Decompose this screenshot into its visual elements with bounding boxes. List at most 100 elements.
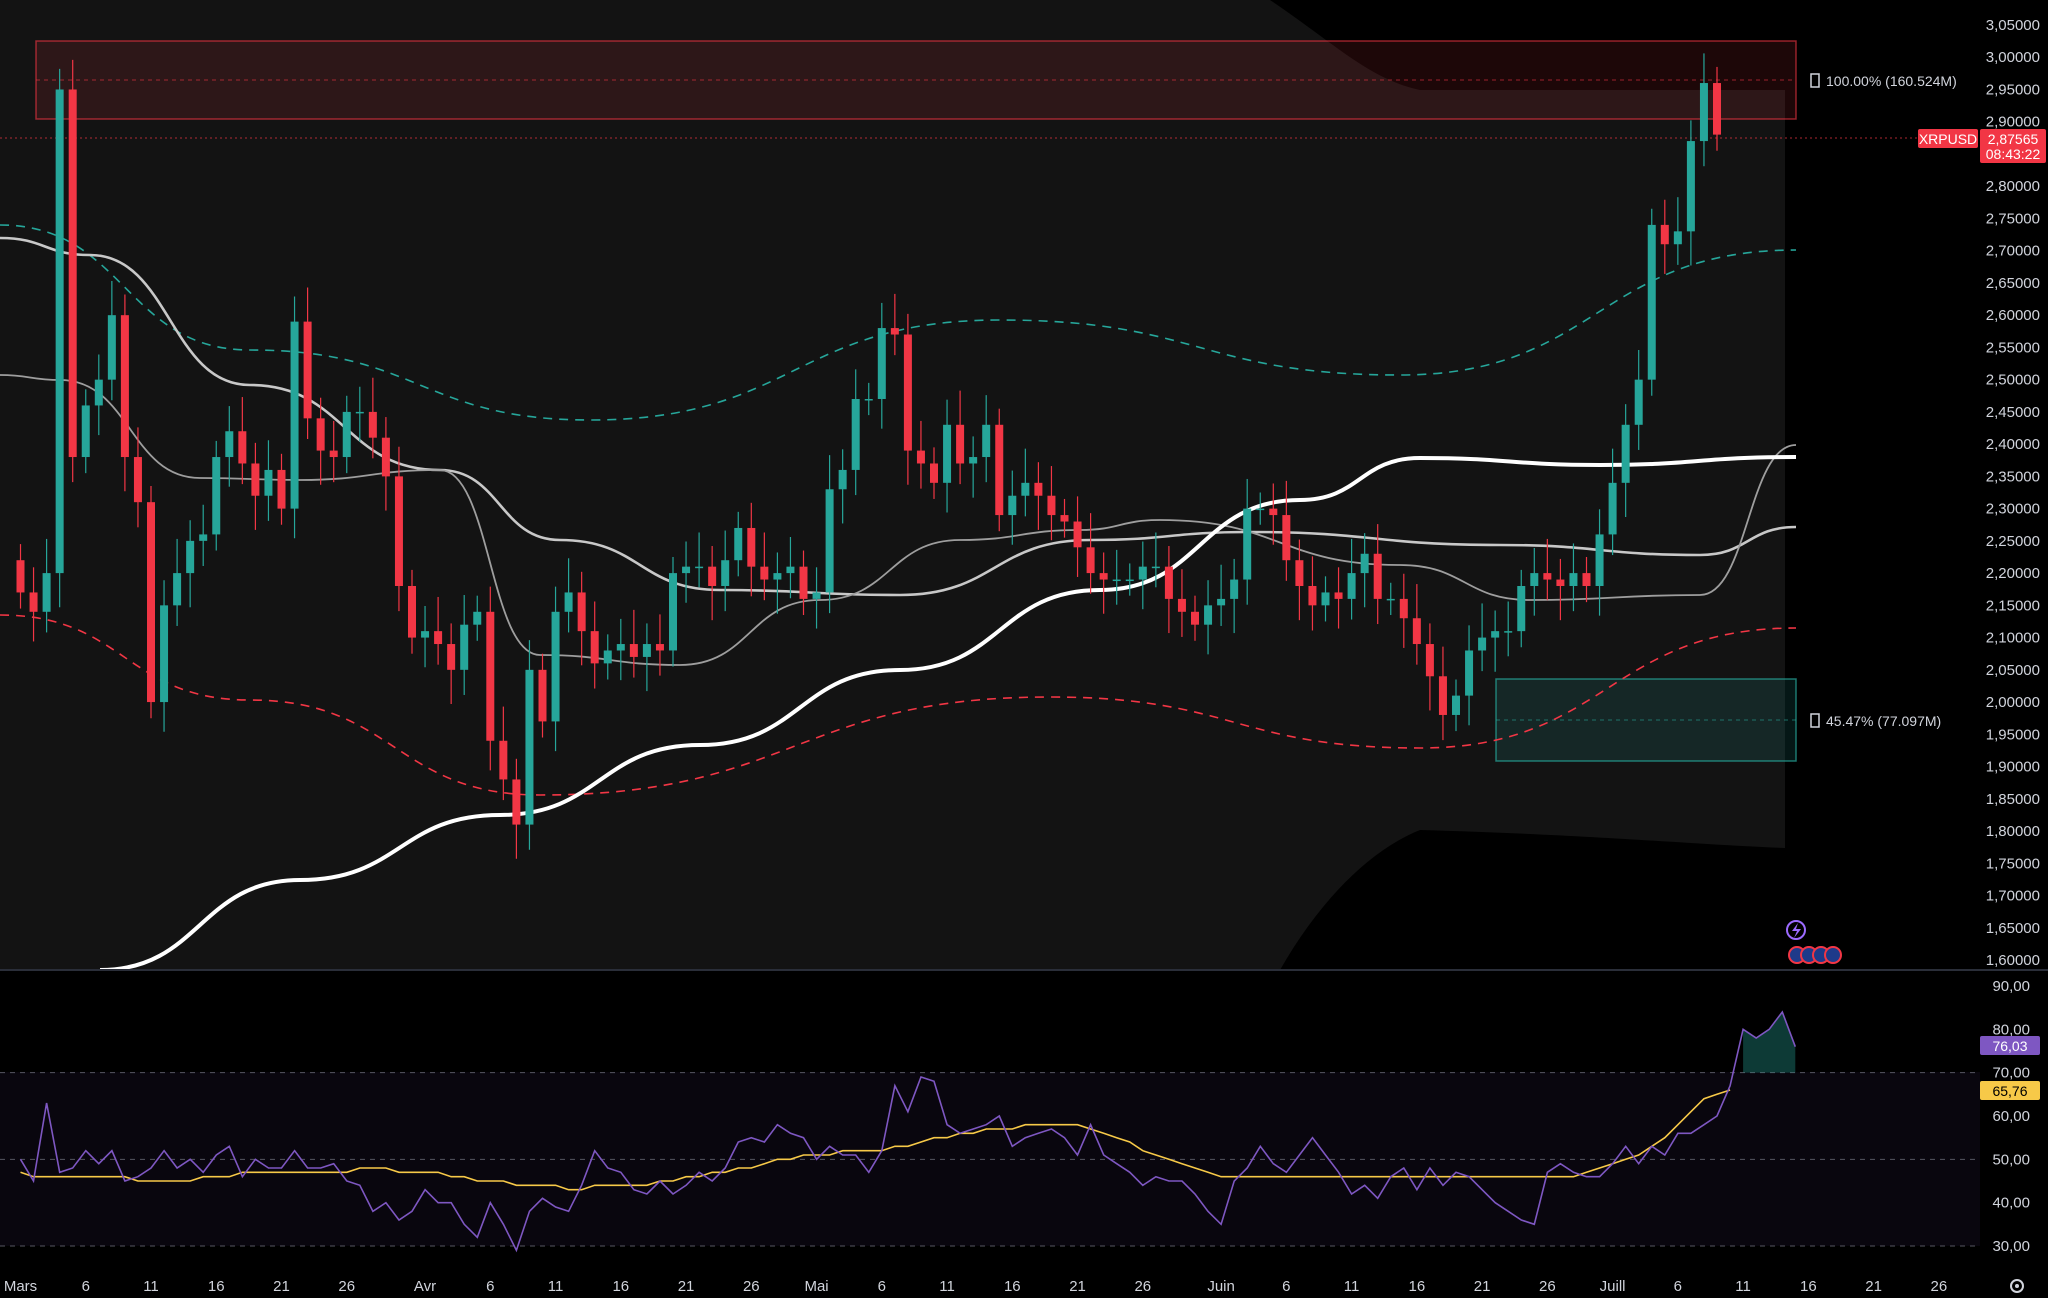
candle-body [1608, 482, 1617, 535]
time-tick-label: Juill [1600, 1278, 1626, 1295]
candle [838, 449, 847, 524]
candle-body [173, 573, 182, 606]
candle [695, 532, 704, 588]
candle [1334, 567, 1343, 629]
candle-body [1151, 566, 1160, 569]
candle [1569, 543, 1578, 612]
candle-body [812, 592, 821, 599]
time-tick-label: 6 [1674, 1278, 1682, 1295]
candle [1412, 584, 1421, 665]
candle-body [747, 527, 756, 567]
candle [133, 427, 142, 528]
candle-body [68, 89, 77, 458]
candle-body [499, 740, 508, 780]
flag-icon[interactable] [1824, 946, 1842, 964]
candle-body [1243, 508, 1252, 580]
candle [212, 440, 221, 551]
rsi-line [19, 1010, 1797, 1253]
candle [277, 453, 286, 525]
price-tick-label: 1,65000 [1986, 920, 2040, 937]
candle-body [303, 321, 312, 419]
candle-body [1673, 231, 1682, 245]
price-tick-label: 2,05000 [1986, 662, 2040, 679]
candle [760, 532, 769, 601]
price-tick-label: 1,80000 [1986, 823, 2040, 840]
candle [16, 544, 25, 609]
economic-events-icons[interactable] [1788, 946, 1842, 964]
candle-body [1621, 424, 1630, 483]
envelope-area [0, 0, 1785, 970]
candle [368, 377, 377, 459]
candle-body [1047, 495, 1056, 516]
candle-body [1634, 379, 1643, 425]
time-tick-label: 26 [338, 1278, 355, 1295]
candle-body [512, 779, 521, 825]
candle [982, 395, 991, 483]
candle [303, 287, 312, 439]
candle-body [903, 334, 912, 451]
candle [316, 397, 325, 485]
candle-body [277, 469, 286, 509]
candle [551, 586, 560, 752]
time-tick-label: 21 [1865, 1278, 1882, 1295]
candle [1125, 563, 1134, 596]
time-tick-label: 11 [1344, 1278, 1360, 1295]
candle-body [734, 527, 743, 561]
candle [55, 68, 64, 608]
candle-body [682, 566, 691, 574]
candle [447, 623, 456, 705]
candle [1530, 547, 1539, 616]
candle [956, 390, 965, 485]
time-tick-label: 16 [208, 1278, 225, 1295]
candle [499, 706, 508, 801]
candle-body [825, 489, 834, 593]
rsi-axis[interactable]: 90,00 80,00 70,00 60,00 50,00 40,00 30,00 [1992, 978, 2030, 1255]
price-tick-label: 2,95000 [1986, 81, 2040, 98]
time-tick-label: 16 [1409, 1278, 1426, 1295]
candle [1713, 66, 1721, 151]
rsi-tick-label: 50,00 [1992, 1151, 2030, 1168]
candle [1608, 448, 1617, 556]
rsi-tick-label: 70,00 [1992, 1065, 2030, 1082]
symbol-badge: XRPUSD [1918, 129, 1978, 148]
symbol-label: XRPUSD [1919, 131, 1977, 147]
candle [290, 296, 299, 539]
bottom-annotation-icon [1810, 713, 1820, 728]
rsi-badge: 76,03 [1980, 1036, 2040, 1055]
price-axis[interactable]: 3,050003,000002,950002,900002,850002,800… [1986, 17, 2040, 969]
candle [577, 571, 586, 666]
candle [1634, 349, 1643, 450]
candle-body [799, 566, 808, 599]
candle [1452, 679, 1460, 732]
candle-body [199, 534, 208, 541]
candle [603, 634, 612, 680]
candle-body [29, 592, 38, 612]
price-tick-label: 2,65000 [1986, 275, 2040, 292]
gear-icon[interactable] [2010, 1279, 2024, 1293]
candle-body [1556, 579, 1565, 586]
candle-body [525, 669, 534, 825]
candle [394, 446, 403, 612]
time-tick-label: 6 [878, 1278, 886, 1295]
top-annotation-label: 100.00% (160.524M) [1826, 73, 1957, 89]
candle [1086, 513, 1095, 594]
candle-body [669, 573, 677, 651]
candle [408, 569, 416, 654]
price-tick-label: 1,75000 [1986, 855, 2040, 872]
time-tick-label: 11 [548, 1278, 564, 1295]
candle [1073, 496, 1082, 577]
candle [94, 354, 103, 436]
candle-body [160, 605, 169, 703]
support-zone [1495, 678, 1797, 762]
lightning-icon[interactable] [1786, 920, 1806, 940]
candle-body [577, 592, 586, 632]
time-tick-label: 11 [1735, 1278, 1751, 1295]
candle [160, 580, 169, 732]
candle-body [1177, 598, 1186, 612]
time-axis[interactable]: Mars 6 11 16 21 26 Avr 6 11 16 21 26 Mai 6 11 16 21 26 Jui… [4, 1278, 1947, 1295]
price-tick-label: 2,25000 [1986, 533, 2040, 550]
price-tick-label: 2,35000 [1986, 468, 2040, 485]
candle [1060, 498, 1069, 538]
time-tick-label: 16 [1800, 1278, 1817, 1295]
